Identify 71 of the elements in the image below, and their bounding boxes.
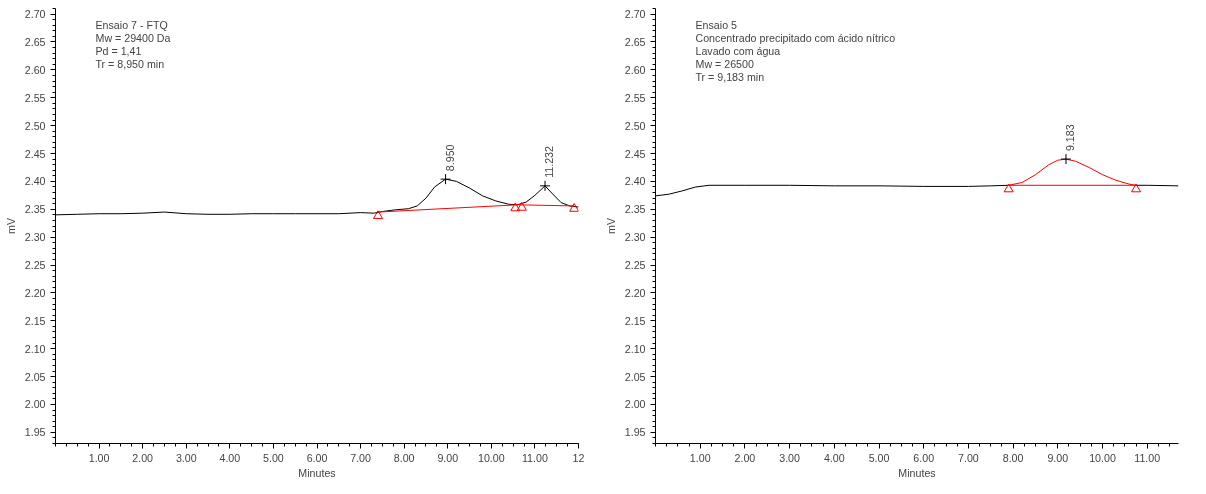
x-tick-label: 2.00 xyxy=(132,451,154,464)
y-tick-label: 2.65 xyxy=(24,35,46,48)
x-tick-label: 8.00 xyxy=(1002,451,1024,464)
x-tick-label: 4.00 xyxy=(823,451,845,464)
annotation: Pd = 1,41 xyxy=(95,44,142,57)
annotation: Concentrado precipitado com ácido nítrico xyxy=(695,31,896,44)
x-tick-label: 3.00 xyxy=(779,451,801,464)
y-tick-label: 2.40 xyxy=(624,175,646,188)
x-axis-title: Minutes xyxy=(298,466,336,479)
y-axis-title: mV xyxy=(4,217,17,234)
y-tick-label: 2.55 xyxy=(24,91,46,104)
y-tick-label: 2.50 xyxy=(624,119,646,132)
x-tick-label: 7.00 xyxy=(350,451,372,464)
y-tick-label: 2.50 xyxy=(24,119,46,132)
annotation: 9.183 xyxy=(1063,124,1076,152)
y-tick-label: 2.40 xyxy=(24,175,46,188)
y-tick-label: 2.60 xyxy=(624,63,646,76)
y-tick-label: 2.00 xyxy=(24,398,46,411)
x-tick-label: 10.00 xyxy=(1089,451,1116,464)
y-tick-label: 1.95 xyxy=(24,426,46,439)
x-tick-label: 3.00 xyxy=(175,451,197,464)
x-tick-label: 11.00 xyxy=(521,451,548,464)
x-tick-label: 4.00 xyxy=(219,451,241,464)
y-tick-label: 2.35 xyxy=(624,203,646,216)
x-tick-label: 6.00 xyxy=(913,451,935,464)
y-tick-label: 2.65 xyxy=(624,35,646,48)
x-tick-label: 9.00 xyxy=(437,451,459,464)
y-tick-label: 2.25 xyxy=(24,259,46,272)
y-tick-label: 2.05 xyxy=(624,370,646,383)
y-tick-label: 2.35 xyxy=(24,203,46,216)
y-tick-label: 2.25 xyxy=(624,259,646,272)
y-tick-label: 2.45 xyxy=(24,147,46,160)
y-tick-label: 2.70 xyxy=(24,8,46,21)
x-tick-label: 9.00 xyxy=(1047,451,1069,464)
y-tick-label: 2.55 xyxy=(624,91,646,104)
x-tick-label: 6.00 xyxy=(306,451,328,464)
annotation: Tr = 8,950 min xyxy=(95,57,165,70)
x-tick-label: 5.00 xyxy=(263,451,284,464)
y-tick-label: 2.20 xyxy=(624,286,646,299)
annotation: Ensaio 5 xyxy=(695,18,738,31)
x-tick-label: 5.00 xyxy=(868,451,890,464)
x-axis-title: Minutes xyxy=(898,466,936,479)
x-tick-label: 7.00 xyxy=(958,451,979,464)
x-tick-label: 8.00 xyxy=(393,451,415,464)
y-tick-label: 1.95 xyxy=(624,426,646,439)
y-tick-label: 2.05 xyxy=(24,370,46,383)
y-tick-label: 2.45 xyxy=(624,147,646,160)
x-tick-label: 1.00 xyxy=(88,451,110,464)
y-tick-label: 2.15 xyxy=(24,314,46,327)
y-tick-label: 2.20 xyxy=(24,286,46,299)
x-tick-label: 12 xyxy=(572,451,585,464)
y-tick-label: 2.60 xyxy=(24,63,46,76)
annotation: Lavado com água xyxy=(695,44,781,57)
annotation: 8.950 xyxy=(443,144,456,172)
y-tick-label: 2.30 xyxy=(24,231,46,244)
y-tick-label: 2.10 xyxy=(24,342,46,355)
x-tick-label: 2.00 xyxy=(734,451,756,464)
annotation: Ensaio 7 - FTQ xyxy=(95,18,168,31)
annotation: Mw = 29400 Da xyxy=(95,31,171,44)
y-tick-label: 2.30 xyxy=(624,231,646,244)
x-tick-label: 1.00 xyxy=(689,451,711,464)
annotation: Tr = 9,183 min xyxy=(695,70,765,83)
annotation: Mw = 26500 xyxy=(695,57,754,70)
y-tick-label: 2.00 xyxy=(624,398,646,411)
y-axis-title: mV xyxy=(604,217,617,234)
y-tick-label: 2.10 xyxy=(624,342,646,355)
annotation: 11.232 xyxy=(543,145,556,178)
y-tick-label: 2.15 xyxy=(624,314,646,327)
x-tick-label: 11.00 xyxy=(1134,451,1161,464)
y-tick-label: 2.70 xyxy=(624,8,646,21)
x-tick-label: 10.00 xyxy=(478,451,505,464)
